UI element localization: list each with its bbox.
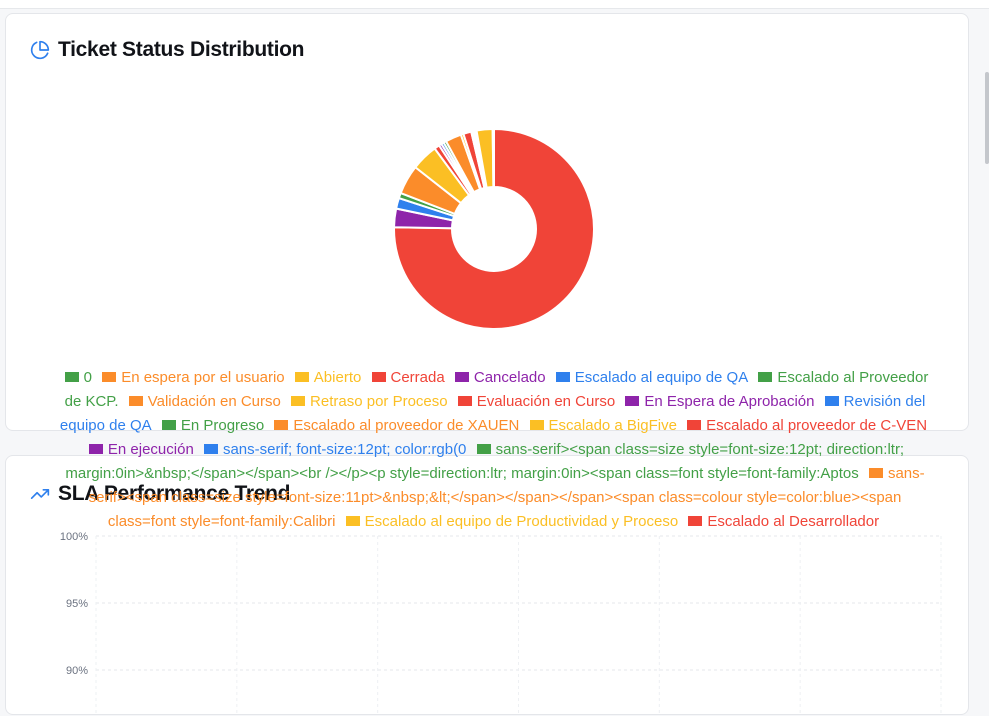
legend-label: Abierto <box>313 369 362 386</box>
legend-swatch <box>457 396 472 406</box>
legend-item[interactable]: sans-serif; font-size:12pt; color:rgb(0 <box>203 441 467 458</box>
legend-label: 0 <box>83 369 93 386</box>
sla-performance-title: SLA Performance Trend <box>58 482 291 505</box>
legend-item[interactable]: Escalado al equipo de Productividad y Pr… <box>345 513 679 530</box>
legend-swatch <box>274 420 289 430</box>
legend-label: En ejecución <box>107 441 194 458</box>
sla-performance-header: SLA Performance Trend <box>30 482 290 506</box>
legend-label: Cancelado <box>473 369 546 386</box>
legend-label: Escalado al equipo de Productividad y Pr… <box>364 513 679 530</box>
legend-item[interactable]: Escalado a BigFive <box>529 417 677 434</box>
legend-item[interactable]: Evaluación en Curso <box>457 393 616 410</box>
sla-line-chart: 100% 95% 90% <box>60 531 942 716</box>
legend-swatch <box>625 396 640 406</box>
ticket-status-card: Ticket Status Distribution <box>5 13 969 431</box>
donut-slice[interactable] <box>393 127 595 330</box>
legend-label: Revisión del equipo de QA <box>59 393 926 434</box>
legend-label: Escalado al Desarrollador <box>707 513 880 530</box>
y-tick-label: 95% <box>66 598 88 610</box>
legend-swatch <box>824 396 839 406</box>
ticket-status-title: Ticket Status Distribution <box>58 38 305 61</box>
legend-item[interactable]: sans-serif><span class=size style=font-s… <box>89 465 925 530</box>
pie-chart-icon <box>30 40 50 60</box>
legend-item[interactable]: En Espera de Aprobación <box>625 393 815 410</box>
status-donut-chart <box>392 127 595 330</box>
legend-item[interactable]: Escalado al proveedor de XAUEN <box>274 417 519 434</box>
legend-swatch <box>529 420 544 430</box>
donut-slice[interactable] <box>491 127 495 189</box>
legend-label: En Progreso <box>180 417 265 434</box>
sla-performance-card: SLA Performance Trend 100% 95% 90% <box>5 455 969 716</box>
legend-label: En espera por el usuario <box>121 369 285 386</box>
legend-item[interactable]: Escalado al proveedor de C-VEN <box>687 417 927 434</box>
legend-item[interactable]: En Progreso <box>161 417 265 434</box>
legend-label: Escalado a BigFive <box>548 417 677 434</box>
legend-label: sans-serif; font-size:12pt; color:rgb(0 <box>222 441 467 458</box>
legend-item[interactable]: Escalado al Proveedor de KCP. <box>65 369 929 410</box>
status-legend: 0 En espera por el usuario Abierto Cerra… <box>55 366 935 534</box>
ticket-status-header: Ticket Status Distribution <box>30 38 304 62</box>
legend-label: En Espera de Aprobación <box>644 393 815 410</box>
legend-item[interactable]: Cerrada <box>371 369 445 386</box>
legend-label: Escalado al Proveedor de KCP. <box>64 369 929 410</box>
legend-label: Escalado al equipo de QA <box>574 369 749 386</box>
legend-item[interactable]: Abierto <box>294 369 362 386</box>
legend-label: Cerrada <box>390 369 445 386</box>
legend-swatch <box>294 372 309 382</box>
legend-swatch <box>687 420 702 430</box>
legend-label: Evaluación en Curso <box>476 393 616 410</box>
legend-swatch <box>64 372 79 382</box>
legend-label: Escalado al proveedor de C-VEN <box>706 417 928 434</box>
legend-swatch <box>868 468 883 478</box>
y-tick-label: 100% <box>60 531 88 543</box>
legend-swatch <box>476 444 491 454</box>
legend-swatch <box>161 420 176 430</box>
legend-swatch <box>128 396 143 406</box>
legend-item[interactable]: En ejecución <box>88 441 194 458</box>
legend-swatch <box>371 372 386 382</box>
legend-item[interactable]: Escalado al Desarrollador <box>688 513 879 530</box>
trending-up-icon <box>30 489 50 499</box>
legend-label: Escalado al proveedor de XAUEN <box>293 417 520 434</box>
legend-swatch <box>102 372 117 382</box>
legend-item[interactable]: Cancelado <box>454 369 546 386</box>
legend-label: sans-serif><span class=size style=font-s… <box>88 465 925 530</box>
legend-swatch <box>203 444 218 454</box>
legend-item[interactable]: sans-serif><span class=size style=font-s… <box>65 441 904 482</box>
legend-item[interactable]: En espera por el usuario <box>102 369 285 386</box>
legend-label: Validación en Curso <box>147 393 281 410</box>
legend-label: sans-serif><span class=size style=font-s… <box>65 441 905 482</box>
legend-swatch <box>88 444 103 454</box>
legend-swatch <box>555 372 570 382</box>
y-tick-label: 90% <box>66 665 88 677</box>
legend-swatch <box>291 396 306 406</box>
legend-item[interactable]: Revisión del equipo de QA <box>60 393 925 434</box>
legend-swatch <box>688 516 703 526</box>
legend-swatch <box>758 372 773 382</box>
scrollbar[interactable] <box>985 72 989 164</box>
legend-swatch <box>345 516 360 526</box>
legend-item[interactable]: Escalado al equipo de QA <box>555 369 749 386</box>
legend-item[interactable]: Validación en Curso <box>128 393 281 410</box>
top-bar <box>0 0 989 9</box>
legend-label: Retraso por Proceso <box>310 393 448 410</box>
legend-swatch <box>454 372 469 382</box>
legend-item[interactable]: 0 <box>64 369 93 386</box>
legend-item[interactable]: Retraso por Proceso <box>291 393 448 410</box>
